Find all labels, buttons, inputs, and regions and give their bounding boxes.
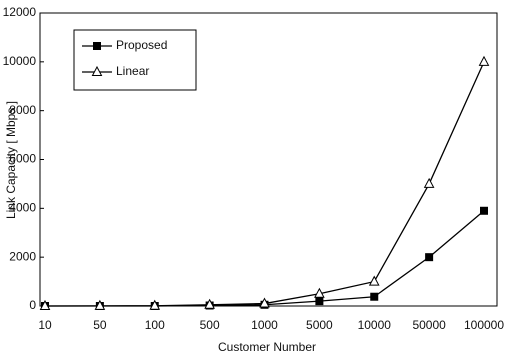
data-point (478, 55, 490, 66)
y-tick-label: 0 (29, 298, 36, 312)
legend-label: Linear (116, 64, 149, 78)
data-point (370, 292, 379, 301)
x-tick-label: 100000 (464, 318, 504, 332)
y-tick-label: 8000 (9, 103, 36, 117)
x-tick-label: 5000 (306, 318, 333, 332)
y-tick-label: 12000 (3, 5, 37, 19)
series-line (44, 61, 485, 307)
x-tick-label: 100 (145, 318, 165, 332)
data-point (39, 299, 51, 310)
x-tick-label: 10000 (358, 318, 392, 332)
y-tick-label: 10000 (3, 54, 37, 68)
data-point (314, 287, 325, 298)
y-tick-label: 6000 (9, 152, 36, 166)
data-point (425, 253, 434, 262)
x-tick-label: 50000 (412, 318, 446, 332)
data-point (315, 297, 324, 306)
data-point (204, 298, 215, 309)
data-point (259, 297, 270, 308)
legend-label: Proposed (116, 38, 167, 52)
x-tick-label: 10 (38, 318, 52, 332)
x-tick-label: 1000 (251, 318, 278, 332)
x-axis-label: Customer Number (218, 340, 316, 354)
data-point (94, 299, 106, 310)
data-point (149, 299, 161, 310)
legend-marker (91, 65, 103, 76)
data-point (423, 177, 435, 188)
y-tick-label: 2000 (9, 249, 36, 263)
series-line (45, 210, 485, 307)
legend-box (73, 29, 197, 91)
y-axis-label: Link Capacity [ Mbps ] (4, 101, 18, 219)
x-tick-label: 50 (93, 318, 107, 332)
y-tick-label: 4000 (9, 201, 36, 215)
data-point (480, 206, 488, 215)
data-point (368, 275, 380, 286)
x-tick-label: 500 (200, 318, 220, 332)
legend-marker (93, 42, 101, 50)
